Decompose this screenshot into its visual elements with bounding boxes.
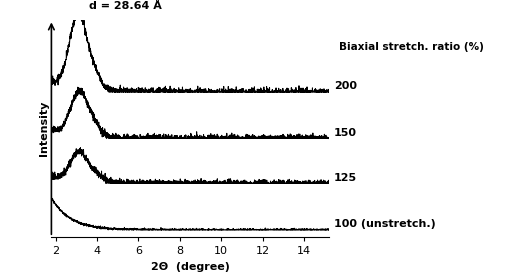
X-axis label: 2Θ  (degree): 2Θ (degree) bbox=[151, 262, 230, 272]
Text: 100 (unstretch.): 100 (unstretch.) bbox=[334, 219, 436, 229]
Y-axis label: Intensity: Intensity bbox=[39, 101, 49, 156]
Text: 200: 200 bbox=[334, 81, 357, 91]
Text: d = 28.64 Å: d = 28.64 Å bbox=[89, 1, 161, 11]
Text: Biaxial stretch. ratio (%): Biaxial stretch. ratio (%) bbox=[339, 42, 484, 52]
Text: 150: 150 bbox=[334, 128, 357, 138]
Text: 125: 125 bbox=[334, 173, 357, 183]
